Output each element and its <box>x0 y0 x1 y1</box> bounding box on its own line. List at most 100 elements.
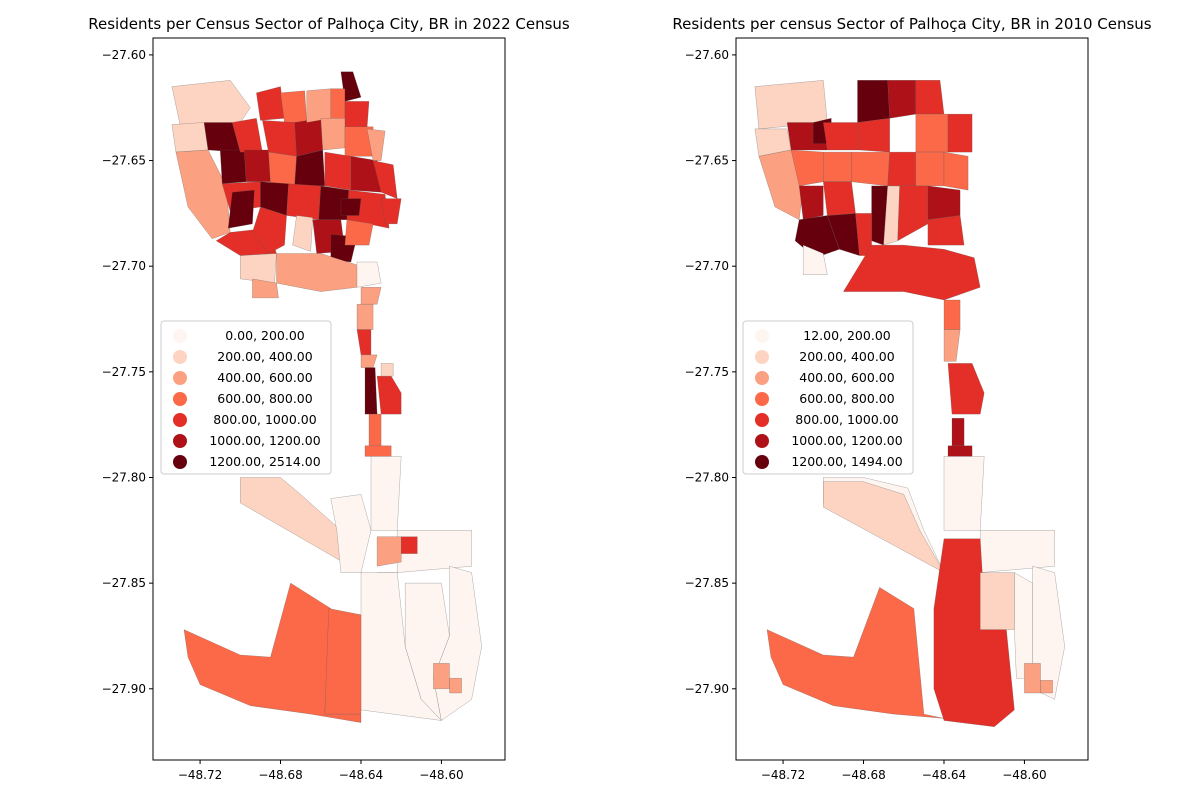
legend-swatch <box>173 413 187 427</box>
census-sector <box>292 215 313 252</box>
census-sector <box>344 101 370 130</box>
legend-label: 600.00, 800.00 <box>217 391 312 406</box>
census-sector <box>433 663 450 689</box>
census-sector <box>366 128 386 161</box>
census-sector <box>915 113 949 153</box>
legend-swatch <box>755 371 769 385</box>
census-sector <box>324 608 362 715</box>
axes-frame <box>152 37 506 761</box>
census-sector <box>324 151 352 191</box>
census-sector <box>344 219 374 246</box>
census-sector <box>887 80 916 119</box>
census-sector <box>980 572 1015 630</box>
y-tick-label: −27.70 <box>685 259 729 273</box>
census-sector <box>1014 572 1033 679</box>
census-sector <box>252 278 279 299</box>
map-panel-2022: Residents per Census Sector of Palhoça C… <box>88 15 570 782</box>
x-tick-label: −48.72 <box>178 768 222 782</box>
census-sector <box>943 456 985 531</box>
census-sector <box>943 151 969 191</box>
census-sector <box>360 287 382 305</box>
census-sector <box>449 678 462 694</box>
y-tick-label: −27.70 <box>102 259 146 273</box>
census-sector <box>330 88 346 119</box>
legend-swatch <box>173 329 187 343</box>
census-sector <box>268 151 297 187</box>
legend: 12.00, 200.00 200.00, 400.00 400.00, 600.0… <box>742 320 914 475</box>
census-sector <box>887 151 916 187</box>
map-title: Residents per Census Sector of Palhoça C… <box>88 15 570 33</box>
map-panel-2010: Residents per census Sector of Palhoça C… <box>672 15 1151 782</box>
census-sector <box>857 80 890 123</box>
legend-swatch <box>755 329 769 343</box>
census-sector <box>980 530 1055 573</box>
legend-swatch <box>755 350 769 364</box>
census-sector <box>823 181 856 216</box>
legend-swatch <box>173 350 187 364</box>
y-axis: −27.60 −27.65 −27.70 −27.75 −27.80 −27.85 −27.… <box>102 48 153 696</box>
census-sector <box>219 149 247 185</box>
census-sector <box>1024 663 1041 694</box>
y-tick-label: −27.75 <box>685 365 729 379</box>
census-sector <box>376 536 402 567</box>
census-sector <box>927 185 961 220</box>
census-sector <box>244 149 271 182</box>
legend-swatch <box>755 434 769 448</box>
census-sector <box>280 90 307 123</box>
legend-label: 800.00, 1000.00 <box>795 412 898 427</box>
x-tick-label: −48.60 <box>1002 768 1046 782</box>
x-tick-label: −48.64 <box>339 768 383 782</box>
census-sector <box>364 445 392 457</box>
sector-polygons <box>171 71 482 723</box>
census-sector <box>851 151 890 187</box>
legend-swatch <box>173 392 187 406</box>
y-tick-label: −27.65 <box>685 154 729 168</box>
census-sector <box>897 185 929 242</box>
legend-label: 12.00, 200.00 <box>803 328 891 343</box>
x-tick-label: −48.68 <box>258 768 302 782</box>
census-sector <box>364 367 378 415</box>
census-sector <box>927 215 965 246</box>
census-sector <box>356 261 382 288</box>
legend-box <box>160 320 332 475</box>
census-sector <box>798 185 824 220</box>
legend-swatch <box>755 392 769 406</box>
x-tick-label: −48.64 <box>922 768 966 782</box>
y-tick-label: −27.65 <box>102 154 146 168</box>
legend-swatch <box>173 371 187 385</box>
census-sector <box>1040 680 1053 694</box>
census-sector <box>951 418 965 446</box>
census-sector <box>943 329 961 362</box>
legend-label: 200.00, 400.00 <box>799 349 894 364</box>
legend-label: 800.00, 1000.00 <box>213 412 316 427</box>
census-sector <box>171 80 251 125</box>
legend-label: 0.00, 200.00 <box>225 328 305 343</box>
legend-label: 200.00, 400.00 <box>217 349 312 364</box>
census-sector <box>915 80 945 115</box>
y-tick-label: −27.80 <box>102 470 146 484</box>
y-tick-label: −27.60 <box>102 48 146 62</box>
census-sector <box>401 536 418 554</box>
legend-label: 1200.00, 2514.00 <box>209 454 320 469</box>
y-tick-label: −27.90 <box>685 682 729 696</box>
legend-swatch <box>755 413 769 427</box>
y-tick-label: −27.75 <box>102 365 146 379</box>
census-sector <box>340 198 362 216</box>
census-sector <box>915 151 945 187</box>
census-sector <box>380 363 394 377</box>
census-sector <box>356 329 372 356</box>
sector-polygons <box>754 80 1065 728</box>
census-sector <box>320 118 346 151</box>
census-sector <box>356 304 374 330</box>
census-sector <box>171 122 209 153</box>
y-axis: −27.60 −27.65 −27.70 −27.75 −27.80 −27.85 −27.… <box>685 48 736 696</box>
x-axis: −48.72 −48.68 −48.64 −48.60 <box>761 760 1047 782</box>
x-tick-label: −48.60 <box>419 768 463 782</box>
census-sector <box>360 354 378 368</box>
y-tick-label: −27.60 <box>685 48 729 62</box>
census-sector <box>306 88 331 123</box>
legend-box <box>742 320 914 475</box>
census-sector <box>843 244 981 301</box>
legend-swatch <box>173 455 187 469</box>
census-sector <box>857 118 890 153</box>
